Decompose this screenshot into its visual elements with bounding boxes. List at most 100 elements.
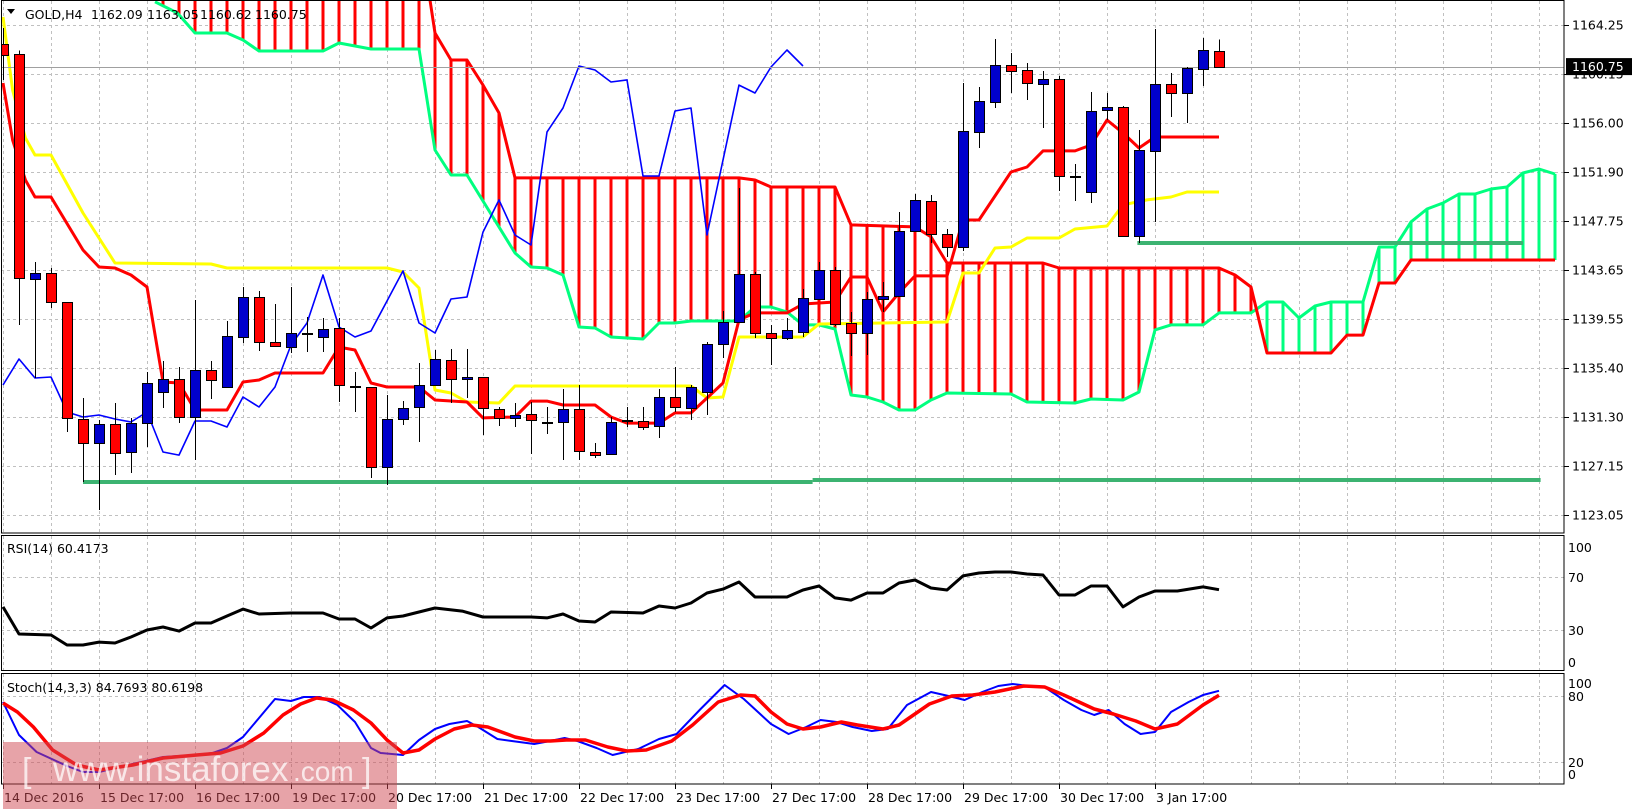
candle-body <box>78 419 89 444</box>
candle <box>206 360 217 400</box>
candle-body <box>638 421 649 428</box>
stochastic-axis-label: 20 <box>1568 755 1584 770</box>
time-axis-label: 22 Dec 17:00 <box>580 790 664 805</box>
candle <box>1054 76 1065 192</box>
candle <box>574 385 585 461</box>
stoch-d-line <box>2 684 1220 772</box>
candle-body <box>542 422 553 424</box>
candle-body <box>750 274 761 334</box>
candle-body <box>782 330 793 339</box>
ohlc-open: 1162.09 <box>91 7 143 22</box>
candle <box>1070 164 1081 202</box>
candle-body <box>462 377 473 380</box>
candle <box>110 402 121 476</box>
candle-body <box>606 422 617 455</box>
price-axis-label: 1151.90 <box>1572 164 1624 179</box>
candle-body <box>974 101 985 133</box>
stochastic-axis-label: 100 <box>1568 676 1592 691</box>
candle <box>830 267 841 327</box>
candle <box>1102 93 1113 121</box>
candle-body <box>14 54 25 279</box>
price-axis-label: 1135.40 <box>1572 361 1624 376</box>
price-axis-label: 1147.75 <box>1572 214 1624 229</box>
price-panel-border <box>1 0 1565 534</box>
candle-body <box>846 323 857 334</box>
candle <box>542 407 553 435</box>
candle <box>814 262 825 300</box>
candle-body <box>478 377 489 409</box>
candle <box>94 419 105 510</box>
candle <box>670 367 681 412</box>
candle <box>494 407 505 427</box>
support-lines <box>83 240 1541 485</box>
candle <box>62 301 73 432</box>
candle <box>414 362 425 442</box>
candle <box>798 289 809 337</box>
candle-body <box>526 414 537 421</box>
rsi-axis-label: 70 <box>1568 570 1584 585</box>
price-axis-label: 1143.65 <box>1572 263 1624 278</box>
chikou-span-line <box>2 49 804 456</box>
stochastic-panel <box>2 683 1220 773</box>
candle <box>46 267 57 309</box>
ohlc-close: 1160.75 <box>255 7 307 22</box>
candle-body <box>270 342 281 347</box>
candle <box>126 417 137 474</box>
candle-body <box>702 344 713 393</box>
candle <box>862 291 873 356</box>
candle-body <box>1134 150 1145 237</box>
candle-body <box>1102 107 1113 111</box>
candle-body <box>1214 51 1225 68</box>
ichimoku-cloud <box>161 1 1557 410</box>
candle <box>238 287 249 344</box>
candle-body <box>798 298 809 333</box>
rsi-panel-border <box>1 535 1565 671</box>
candle <box>846 311 857 356</box>
candle-body <box>894 231 905 297</box>
candle-body <box>302 333 313 335</box>
time-axis-label: 21 Dec 17:00 <box>484 790 568 805</box>
candle-body <box>158 379 169 393</box>
panel-borders <box>1 0 1565 785</box>
time-axis-label: 28 Dec 17:00 <box>868 790 952 805</box>
candle <box>1022 62 1033 101</box>
candle <box>558 389 569 461</box>
current-price-box <box>1566 58 1632 76</box>
candle-body <box>590 452 601 456</box>
candle <box>894 211 905 297</box>
candle-body <box>494 409 505 419</box>
time-axis-label: 29 Dec 17:00 <box>964 790 1048 805</box>
candle-body <box>1054 79 1065 177</box>
candle-body <box>350 386 361 388</box>
candle <box>142 372 153 447</box>
candle-body <box>622 420 633 422</box>
candle <box>686 385 697 420</box>
candle-body <box>446 360 457 380</box>
price-axis-label: 1123.05 <box>1572 508 1624 523</box>
price-axis-label: 1127.15 <box>1572 459 1624 474</box>
candle-body <box>1022 70 1033 84</box>
candle <box>1006 52 1017 94</box>
stochastic-axis-label: 0 <box>1568 767 1576 782</box>
time-axis-label: 20 Dec 17:00 <box>388 790 472 805</box>
candle-body <box>222 336 233 388</box>
candle-body <box>1166 84 1177 94</box>
candle-body <box>766 333 777 339</box>
candle-body <box>46 273 57 303</box>
time-axis-label: 27 Dec 17:00 <box>772 790 856 805</box>
candle <box>382 394 393 486</box>
collapse-triangle-icon[interactable] <box>7 9 15 14</box>
senkou-span-lines <box>154 1 1556 412</box>
candle-body <box>1086 111 1097 193</box>
candle-body <box>30 273 41 280</box>
candle-body <box>1118 107 1129 237</box>
price-panel <box>1 1 1564 510</box>
candle-body <box>670 397 681 408</box>
candle-body <box>174 379 185 418</box>
candle <box>366 387 377 479</box>
candle-body <box>1006 65 1017 72</box>
candle <box>478 377 489 435</box>
time-axis-label: 23 Dec 17:00 <box>676 790 760 805</box>
candle <box>190 299 201 461</box>
